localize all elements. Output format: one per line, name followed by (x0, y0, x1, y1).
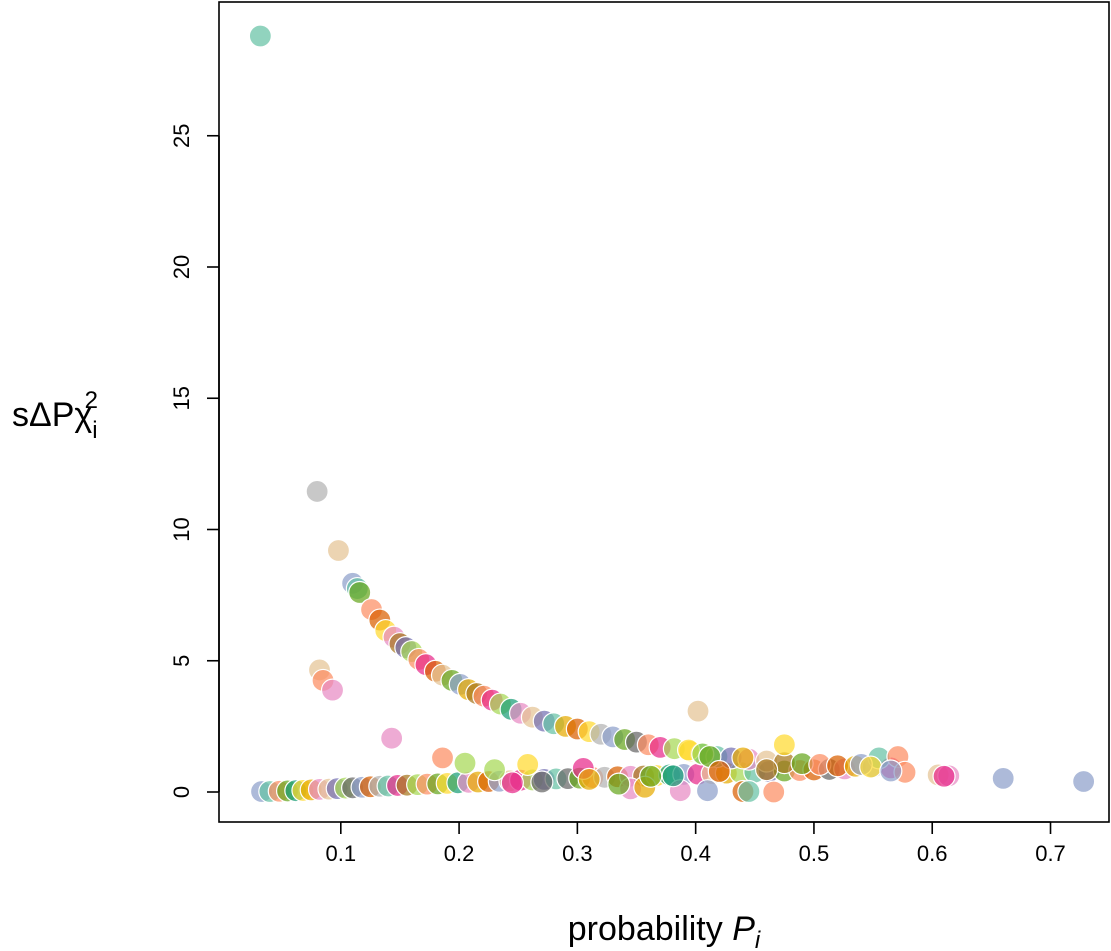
data-point (607, 772, 631, 796)
data-point (755, 758, 779, 782)
x-tick-label: 0.6 (917, 841, 948, 866)
y-axis: 0 5 10 15 20 25 (169, 124, 220, 798)
data-point (859, 755, 883, 779)
data-point (879, 759, 903, 783)
x-tick-label: 0.7 (1035, 841, 1066, 866)
plot-frame (218, 1, 1110, 823)
data-point (320, 678, 345, 702)
x-tick-label: 0.3 (562, 841, 593, 866)
data-point (380, 726, 404, 750)
x-axis: 0.1 0.2 0.3 0.4 0.5 0.6 0.7 (326, 821, 1066, 866)
y-tick-label: 25 (169, 124, 194, 148)
data-point (500, 771, 524, 795)
data-point (326, 538, 351, 563)
data-point (248, 24, 272, 48)
data-point (686, 699, 710, 723)
x-tick-label: 0.1 (326, 841, 357, 866)
data-point (731, 746, 755, 770)
data-point (482, 758, 507, 782)
y-axis-label: sΔPχi2 (12, 387, 98, 444)
data-point (348, 580, 372, 605)
x-tick-label: 0.4 (680, 841, 711, 866)
data-point (695, 779, 720, 803)
data-point (1072, 769, 1096, 794)
data-point (661, 764, 685, 788)
y-tick-label: 15 (169, 386, 194, 410)
data-point (932, 764, 956, 788)
data-point (991, 766, 1015, 790)
data-point (305, 479, 329, 504)
data-point (516, 752, 540, 777)
data-point (762, 780, 786, 804)
y-tick-label: 20 (169, 255, 194, 279)
x-tick-label: 0.2 (444, 841, 475, 866)
data-points (248, 24, 1096, 804)
data-point (737, 779, 761, 804)
y-tick-label: 0 (169, 786, 194, 798)
data-point (430, 746, 455, 770)
y-tick-label: 5 (169, 655, 194, 667)
data-point (707, 759, 731, 784)
data-point (577, 767, 601, 792)
data-point (639, 764, 663, 788)
x-axis-label: probability Pi (568, 910, 761, 951)
x-tick-label: 0.5 (799, 841, 830, 866)
data-point (453, 751, 477, 775)
y-tick-label: 10 (169, 517, 194, 541)
data-point (772, 733, 796, 757)
data-point (530, 770, 554, 794)
